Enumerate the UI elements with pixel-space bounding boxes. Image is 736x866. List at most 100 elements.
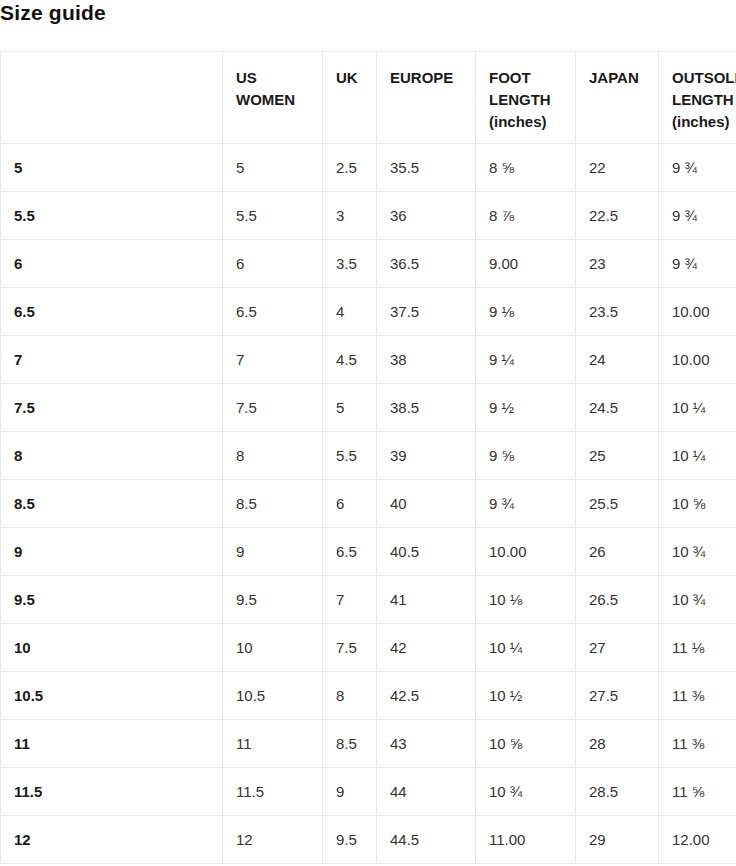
cell-europe: 36 <box>377 192 476 240</box>
column-header-size <box>1 52 223 144</box>
table-row: 6.56.5437.59 ⅛23.510.00 <box>1 288 736 336</box>
cell-us-women: 8.5 <box>223 480 323 528</box>
cell-japan: 25 <box>576 432 659 480</box>
table-row: 774.5389 ¼2410.00 <box>1 336 736 384</box>
cell-europe: 42.5 <box>377 672 476 720</box>
cell-us-women: 9 <box>223 528 323 576</box>
table-row: 885.5399 ⅝2510 ¼ <box>1 432 736 480</box>
cell-japan: 23.5 <box>576 288 659 336</box>
cell-size: 11.5 <box>1 768 223 816</box>
table-row: 7.57.5538.59 ½24.510 ¼ <box>1 384 736 432</box>
cell-uk: 8 <box>323 672 377 720</box>
cell-uk: 2.5 <box>323 144 377 192</box>
cell-size: 12 <box>1 816 223 864</box>
cell-uk: 6.5 <box>323 528 377 576</box>
page-title: Size guide <box>0 0 736 24</box>
cell-size: 5.5 <box>1 192 223 240</box>
column-header-uk: UK <box>323 52 377 144</box>
cell-size: 8.5 <box>1 480 223 528</box>
cell-us-women: 10 <box>223 624 323 672</box>
size-guide-table: US WOMENUKEUROPEFOOT LENGTH (inches)JAPA… <box>0 51 736 864</box>
table-row: 11118.54310 ⅝2811 ⅜ <box>1 720 736 768</box>
cell-europe: 43 <box>377 720 476 768</box>
cell-japan: 27.5 <box>576 672 659 720</box>
cell-size: 9.5 <box>1 576 223 624</box>
cell-japan: 22.5 <box>576 192 659 240</box>
cell-outsole-length: 11 ⅜ <box>659 672 736 720</box>
table-row: 996.540.510.002610 ¾ <box>1 528 736 576</box>
cell-foot-length: 9 ¼ <box>476 336 576 384</box>
cell-europe: 44.5 <box>377 816 476 864</box>
cell-europe: 36.5 <box>377 240 476 288</box>
cell-us-women: 10.5 <box>223 672 323 720</box>
cell-europe: 40 <box>377 480 476 528</box>
cell-outsole-length: 10.00 <box>659 288 736 336</box>
cell-uk: 4 <box>323 288 377 336</box>
cell-size: 7 <box>1 336 223 384</box>
cell-japan: 28.5 <box>576 768 659 816</box>
column-header-japan: JAPAN <box>576 52 659 144</box>
cell-outsole-length: 11 ⅝ <box>659 768 736 816</box>
cell-europe: 42 <box>377 624 476 672</box>
cell-size: 10.5 <box>1 672 223 720</box>
cell-europe: 35.5 <box>377 144 476 192</box>
cell-size: 7.5 <box>1 384 223 432</box>
size-table-container: US WOMENUKEUROPEFOOT LENGTH (inches)JAPA… <box>0 51 736 864</box>
cell-japan: 26 <box>576 528 659 576</box>
cell-japan: 26.5 <box>576 576 659 624</box>
cell-europe: 44 <box>377 768 476 816</box>
column-header-us-women: US WOMEN <box>223 52 323 144</box>
cell-outsole-length: 9 ¾ <box>659 240 736 288</box>
cell-size: 8 <box>1 432 223 480</box>
cell-japan: 25.5 <box>576 480 659 528</box>
cell-foot-length: 8 ⅞ <box>476 192 576 240</box>
cell-size: 10 <box>1 624 223 672</box>
cell-foot-length: 10 ½ <box>476 672 576 720</box>
cell-uk: 7.5 <box>323 624 377 672</box>
cell-uk: 6 <box>323 480 377 528</box>
cell-uk: 8.5 <box>323 720 377 768</box>
cell-uk: 9.5 <box>323 816 377 864</box>
table-row: 552.535.58 ⅝229 ¾ <box>1 144 736 192</box>
cell-foot-length: 8 ⅝ <box>476 144 576 192</box>
column-header-foot-length: FOOT LENGTH (inches) <box>476 52 576 144</box>
cell-japan: 28 <box>576 720 659 768</box>
column-header-europe: EUROPE <box>377 52 476 144</box>
cell-japan: 24 <box>576 336 659 384</box>
table-row: 8.58.56409 ¾25.510 ⅝ <box>1 480 736 528</box>
cell-us-women: 12 <box>223 816 323 864</box>
cell-us-women: 11.5 <box>223 768 323 816</box>
table-row: 11.511.594410 ¾28.511 ⅝ <box>1 768 736 816</box>
table-row: 5.55.53368 ⅞22.59 ¾ <box>1 192 736 240</box>
cell-europe: 40.5 <box>377 528 476 576</box>
column-header-outsole-length: OUTSOLE LENGTH (inches) <box>659 52 736 144</box>
cell-outsole-length: 11 ⅜ <box>659 720 736 768</box>
cell-us-women: 5 <box>223 144 323 192</box>
cell-foot-length: 10 ⅝ <box>476 720 576 768</box>
cell-outsole-length: 10 ¼ <box>659 432 736 480</box>
cell-europe: 41 <box>377 576 476 624</box>
cell-outsole-length: 10.00 <box>659 336 736 384</box>
table-row: 9.59.574110 ⅛26.510 ¾ <box>1 576 736 624</box>
cell-uk: 7 <box>323 576 377 624</box>
cell-foot-length: 11.00 <box>476 816 576 864</box>
cell-us-women: 11 <box>223 720 323 768</box>
cell-outsole-length: 10 ⅝ <box>659 480 736 528</box>
cell-foot-length: 10.00 <box>476 528 576 576</box>
cell-foot-length: 9 ½ <box>476 384 576 432</box>
size-table-body: 552.535.58 ⅝229 ¾5.55.53368 ⅞22.59 ¾663.… <box>1 144 736 864</box>
cell-size: 11 <box>1 720 223 768</box>
cell-size: 5 <box>1 144 223 192</box>
cell-us-women: 8 <box>223 432 323 480</box>
cell-foot-length: 9 ¾ <box>476 480 576 528</box>
cell-europe: 38.5 <box>377 384 476 432</box>
cell-europe: 39 <box>377 432 476 480</box>
table-row: 12129.544.511.002912.00 <box>1 816 736 864</box>
cell-foot-length: 9.00 <box>476 240 576 288</box>
cell-us-women: 7 <box>223 336 323 384</box>
cell-foot-length: 10 ¼ <box>476 624 576 672</box>
cell-outsole-length: 11 ⅛ <box>659 624 736 672</box>
cell-size: 9 <box>1 528 223 576</box>
cell-outsole-length: 10 ¾ <box>659 576 736 624</box>
cell-uk: 5 <box>323 384 377 432</box>
